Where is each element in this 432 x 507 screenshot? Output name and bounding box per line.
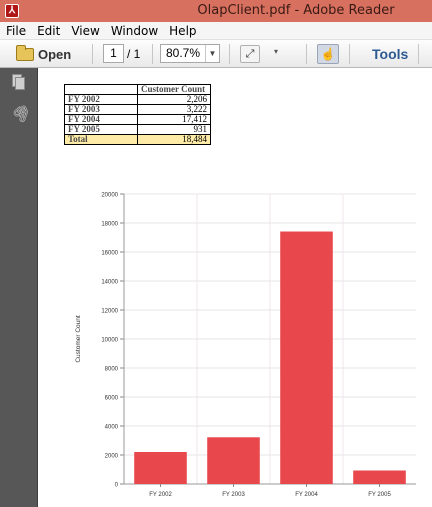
x-tick-label: FY 2004 <box>295 492 318 498</box>
row-value: 3,222 <box>137 104 211 115</box>
table-row: FY 2004 17,412 <box>64 114 211 125</box>
table-row: FY 2005 931 <box>64 124 211 135</box>
fit-page-icon[interactable]: ⤢ <box>240 45 260 63</box>
y-tick-label: 8000 <box>105 367 119 373</box>
title-bar: ⅄ OlapClient.pdf - Adobe Reader <box>0 0 432 22</box>
row-label: FY 2003 <box>64 104 138 115</box>
hand-tool-icon[interactable]: ☝ <box>317 44 339 64</box>
row-label: FY 2004 <box>64 114 138 125</box>
table-header-customer-count: Customer Count <box>137 84 211 95</box>
table-header-row: Customer Count <box>64 84 211 95</box>
y-tick-label: 6000 <box>105 396 119 402</box>
customer-count-bar-chart: 0 2000 4000 6000 8000 10000 12000 14000 16000 180… <box>75 193 416 498</box>
y-tick-label: 16000 <box>101 251 118 257</box>
page-number-input[interactable]: 1 <box>103 44 124 63</box>
row-label: FY 2005 <box>64 124 138 135</box>
y-tick-label: 18000 <box>101 222 118 228</box>
y-tick-label: 20000 <box>101 193 118 199</box>
bar <box>207 437 260 484</box>
table-row: FY 2002 2,206 <box>64 94 211 105</box>
pages-icon[interactable] <box>12 74 26 91</box>
bar <box>134 452 187 484</box>
table-total-row: Total 18,484 <box>64 134 211 145</box>
toolbar-more-icon[interactable]: ▾ <box>274 47 279 56</box>
total-label: Total <box>64 134 138 145</box>
customer-count-table: Customer Count FY 2002 2,206 FY 2003 3,2… <box>64 84 211 145</box>
row-value: 17,412 <box>137 114 211 125</box>
menu-file[interactable]: File <box>6 24 27 38</box>
y-tick-label: 2000 <box>105 454 119 460</box>
open-button[interactable]: Open <box>16 44 71 64</box>
toolbar-separator <box>152 44 153 64</box>
page-total: / 1 <box>127 47 141 61</box>
total-value: 18,484 <box>137 134 211 145</box>
bar <box>280 231 333 484</box>
y-tick-label: 0 <box>115 483 119 489</box>
window-title: OlapClient.pdf - Adobe Reader <box>197 3 395 18</box>
x-tick-label: FY 2002 <box>149 492 172 498</box>
x-tick-label: FY 2005 <box>368 492 391 498</box>
y-tick-label: 12000 <box>101 309 118 315</box>
table-row: FY 2003 3,222 <box>64 104 211 115</box>
tools-button[interactable]: Tools <box>372 46 409 62</box>
y-tick-label: 14000 <box>101 280 118 286</box>
row-value: 931 <box>137 124 211 135</box>
open-label: Open <box>38 46 72 62</box>
adobe-reader-icon[interactable]: ⅄ <box>5 4 19 18</box>
x-tick-label: FY 2003 <box>222 492 245 498</box>
menu-edit[interactable]: Edit <box>37 24 61 38</box>
row-value: 2,206 <box>137 94 211 105</box>
y-tick-label: 4000 <box>105 425 119 431</box>
toolbar-separator <box>418 44 419 64</box>
attachment-icon[interactable]: 🖇 <box>8 100 34 126</box>
row-label: FY 2002 <box>64 94 138 105</box>
folder-icon <box>16 44 34 61</box>
toolbar-separator <box>349 44 350 64</box>
toolbar: Open 1 / 1 80.7% ▼ ⤢ ▾ ☝ Tools <box>0 40 432 68</box>
navigation-pane: 🖇 <box>0 68 38 507</box>
toolbar-separator <box>92 44 93 64</box>
bar <box>353 470 406 484</box>
y-tick-label: 10000 <box>101 338 118 344</box>
toolbar-separator <box>229 44 230 64</box>
zoom-select[interactable]: 80.7% ▼ <box>160 44 220 63</box>
chevron-down-icon[interactable]: ▼ <box>205 45 219 62</box>
document-page: Customer Count FY 2002 2,206 FY 2003 3,2… <box>38 68 432 507</box>
table-header-empty <box>64 84 138 95</box>
menu-window[interactable]: Window <box>110 24 159 38</box>
menu-view[interactable]: View <box>71 24 100 38</box>
menu-help[interactable]: Help <box>169 24 197 38</box>
menu-bar: File Edit View Window Help <box>0 22 432 40</box>
y-axis-label: Customer Count <box>75 315 82 363</box>
zoom-value: 80.7% <box>166 46 201 60</box>
toolbar-separator <box>306 44 307 64</box>
